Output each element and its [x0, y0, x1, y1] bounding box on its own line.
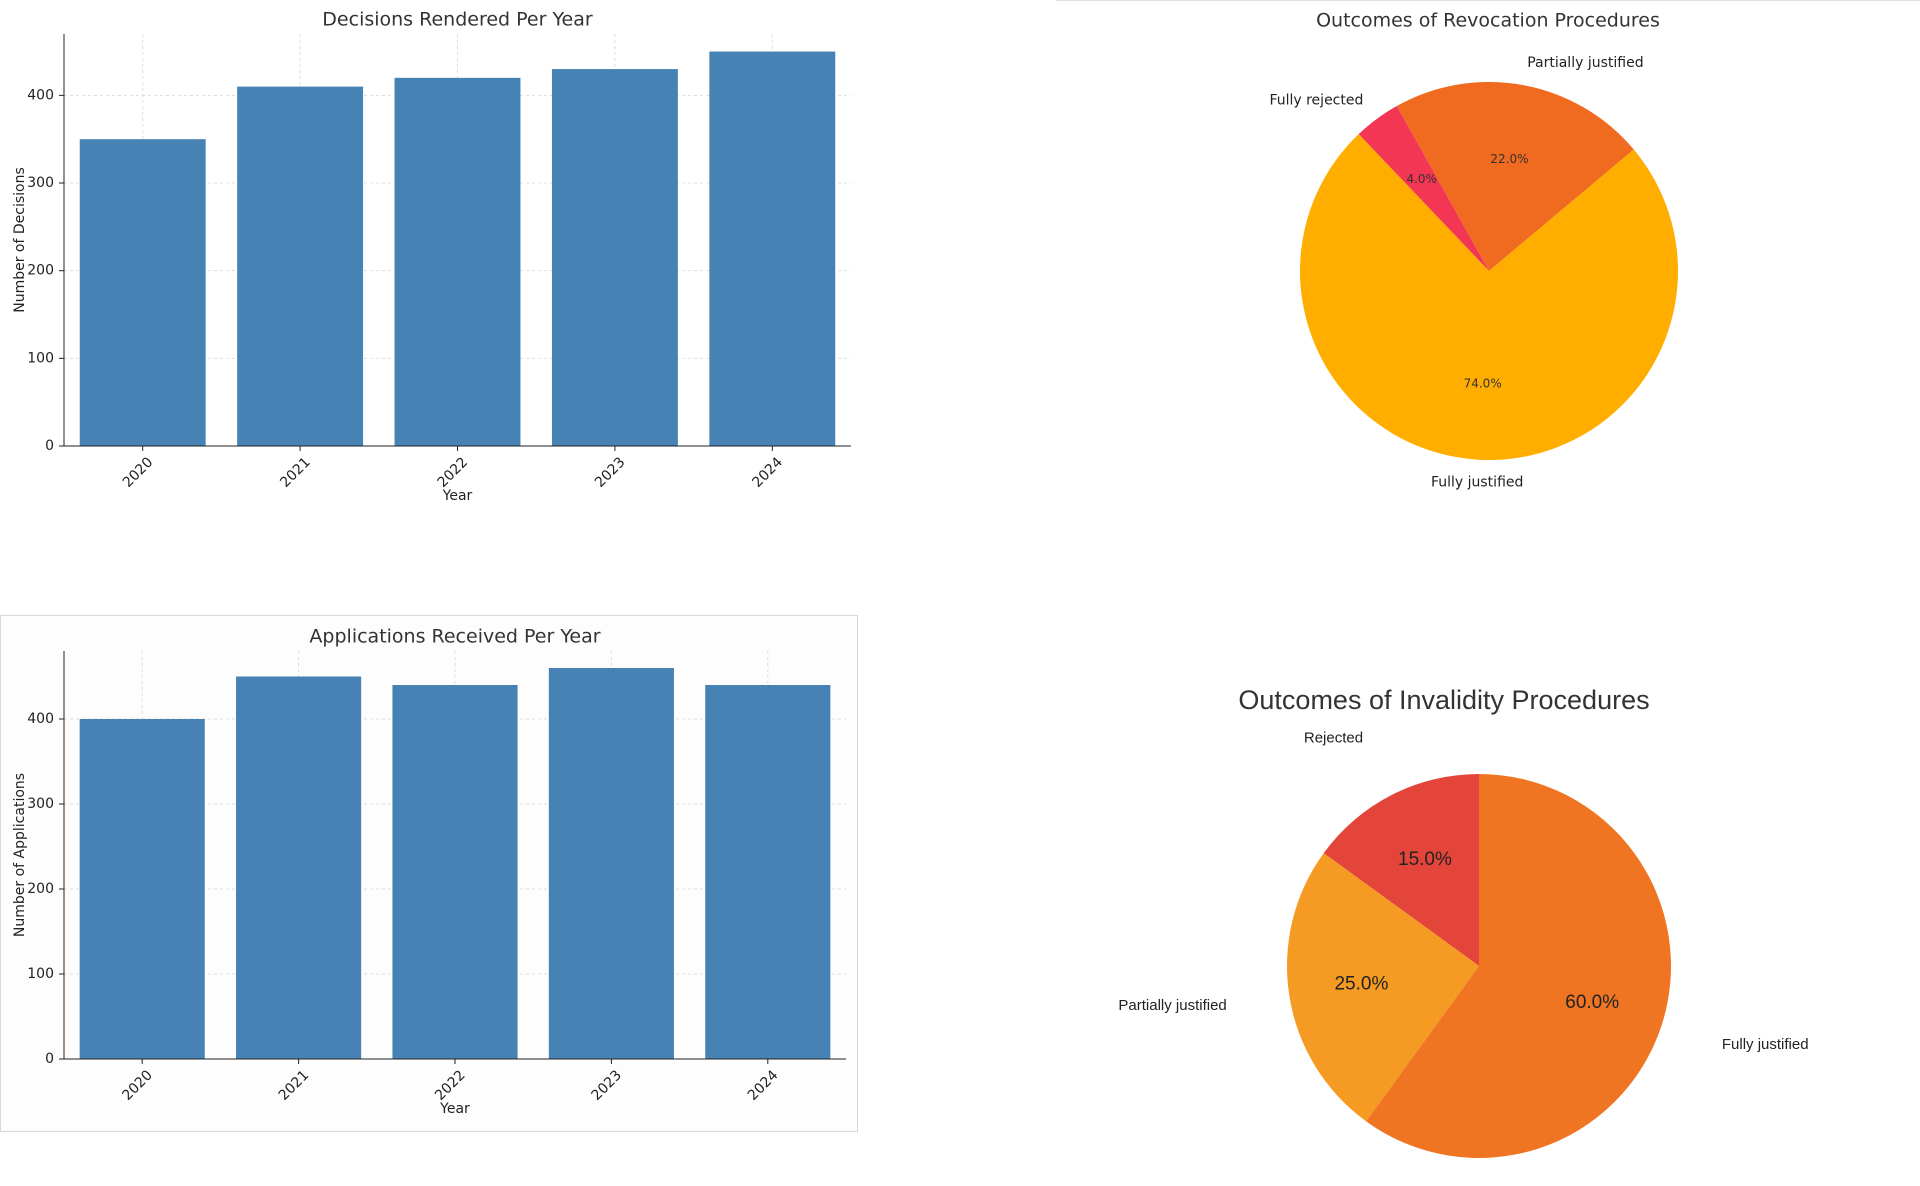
pie-slice: [1396, 82, 1634, 271]
y-axis-label: Number of Decisions: [12, 167, 28, 313]
slice-label: Fully justified: [1431, 474, 1523, 490]
bar: [394, 77, 521, 447]
pie-slice: [1300, 134, 1678, 461]
slice-percent: 60.0%: [1565, 992, 1619, 1013]
slice-percent: 25.0%: [1334, 974, 1388, 995]
slice-label: Partially justified: [1527, 55, 1643, 71]
y-tick-label: 0: [45, 438, 54, 454]
chart-title: Applications Received Per Year: [309, 626, 600, 648]
x-tick-label: 2020: [120, 454, 157, 491]
y-tick-label: 100: [27, 966, 54, 982]
y-tick-label: 200: [27, 263, 54, 279]
y-axis-label: Number of Applications: [12, 773, 28, 937]
slice-percent: 74.0%: [1464, 377, 1502, 391]
bar: [548, 668, 674, 1059]
x-tick-label: 2023: [592, 454, 629, 491]
x-tick-label: 2024: [749, 454, 786, 491]
y-tick-label: 400: [27, 87, 54, 103]
slice-label: Rejected: [1304, 729, 1363, 746]
slice-percent: 22.0%: [1490, 152, 1528, 166]
bar: [237, 86, 364, 447]
y-tick-label: 400: [27, 711, 54, 727]
bar: [236, 676, 362, 1059]
y-tick-label: 300: [27, 796, 54, 812]
bar: [709, 51, 836, 446]
pie-slice: [1366, 774, 1672, 1158]
pie-slice: [1323, 774, 1479, 966]
y-tick-label: 300: [27, 175, 54, 191]
bar: [392, 685, 518, 1059]
pie-slice: [1287, 853, 1479, 1122]
slice-percent: 4.0%: [1406, 172, 1437, 186]
x-axis-label: Year: [442, 488, 473, 504]
y-tick-label: 0: [45, 1051, 54, 1067]
bar: [79, 719, 205, 1059]
slice-percent: 15.0%: [1398, 849, 1452, 870]
chart-title: Decisions Rendered Per Year: [322, 9, 593, 31]
slice-label: Partially justified: [1118, 997, 1226, 1014]
bar: [705, 685, 831, 1059]
bar: [551, 69, 678, 446]
chart-title: Outcomes of Revocation Procedures: [1316, 10, 1660, 32]
x-tick-label: 2021: [277, 454, 314, 491]
x-tick-label: 2022: [435, 454, 472, 491]
x-axis-label: Year: [439, 1101, 470, 1117]
slice-label: Fully rejected: [1269, 93, 1363, 109]
chart-title: Outcomes of Invalidity Procedures: [1238, 685, 1649, 715]
y-tick-label: 200: [27, 881, 54, 897]
slice-label: Fully justified: [1722, 1036, 1809, 1053]
y-tick-label: 100: [27, 350, 54, 366]
bar: [79, 139, 206, 447]
pie-slice: [1358, 106, 1489, 271]
